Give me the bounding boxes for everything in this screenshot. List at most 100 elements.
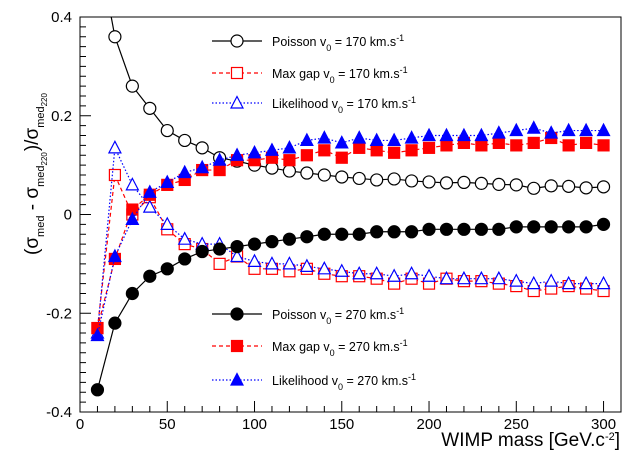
y-tick-label: 0 — [64, 207, 72, 224]
data-point — [107, 140, 122, 154]
data-point — [492, 177, 506, 191]
legend-marker — [230, 34, 244, 48]
data-point — [422, 222, 436, 236]
data-point — [212, 152, 227, 166]
data-point — [579, 136, 593, 150]
data-point — [195, 244, 209, 259]
data-point — [456, 270, 471, 285]
x-tick-label: 300 — [591, 416, 616, 433]
data-point — [300, 149, 313, 162]
data-point — [90, 327, 105, 342]
data-point — [142, 199, 157, 213]
data-point — [282, 256, 297, 270]
data-point — [456, 127, 471, 142]
data-point — [125, 177, 140, 191]
data-point — [404, 225, 419, 239]
data-point — [509, 178, 523, 192]
data-point — [318, 144, 331, 157]
series-line — [96, 137, 604, 329]
data-point — [388, 146, 401, 159]
data-point — [422, 175, 436, 189]
series-layer — [90, 17, 611, 397]
data-point — [439, 176, 454, 190]
data-point — [492, 136, 505, 150]
data-point — [265, 235, 279, 249]
data-point — [264, 256, 279, 270]
data-point — [457, 175, 471, 190]
data-point — [597, 139, 610, 152]
data-point — [509, 220, 523, 234]
data-point — [108, 168, 122, 182]
data-point — [213, 163, 226, 177]
data-point — [475, 139, 488, 152]
legend-label: Likelihood v0 = 270 km.s-1 — [272, 372, 416, 392]
data-point — [299, 132, 314, 147]
data-point — [282, 232, 297, 246]
data-point — [335, 151, 348, 164]
legend-entry: Max gap v0 = 270 km.s-1 — [212, 338, 408, 358]
data-point — [370, 144, 383, 157]
data-point — [404, 265, 419, 280]
data-point — [596, 122, 611, 137]
data-point — [317, 227, 331, 241]
data-point — [335, 170, 349, 184]
data-point — [352, 171, 366, 186]
data-point — [579, 220, 593, 234]
data-point — [282, 140, 297, 154]
data-point — [579, 275, 594, 290]
data-point — [527, 220, 541, 234]
data-point — [125, 286, 139, 301]
legend-label: Poisson v0 = 170 km.s-1 — [272, 33, 404, 53]
y-tick-label: 0.4 — [51, 9, 72, 26]
data-point — [213, 242, 227, 256]
data-point — [387, 225, 401, 239]
data-point — [283, 154, 296, 167]
data-point — [125, 79, 139, 93]
data-point — [510, 139, 523, 152]
data-point — [491, 125, 506, 139]
legend-entry: Max gap v0 = 170 km.s-1 — [212, 65, 408, 85]
x-tick-label: 150 — [329, 416, 354, 433]
data-point — [474, 270, 489, 285]
data-point — [474, 127, 489, 142]
data-point — [596, 180, 611, 194]
data-point — [474, 176, 488, 190]
data-point — [404, 174, 419, 188]
data-point — [334, 263, 349, 277]
y-tick-label: -0.4 — [46, 404, 72, 421]
data-point — [527, 181, 541, 195]
legend-label: Max gap v0 = 270 km.s-1 — [272, 338, 408, 358]
data-point — [440, 139, 453, 152]
y-tick-label: 0.2 — [51, 108, 72, 125]
data-point — [544, 220, 558, 234]
legend-entry: Likelihood v0 = 270 km.s-1 — [212, 372, 416, 392]
data-point — [247, 237, 262, 251]
data-point — [265, 161, 279, 175]
data-point — [544, 179, 558, 193]
data-point — [282, 164, 297, 178]
axis-tick-labels: 0 50 100 150 200 250 300 -0.4 -0.2 0 0.2 0.4 — [46, 9, 616, 433]
x-tick-label: 250 — [504, 416, 529, 433]
data-point — [247, 253, 262, 268]
data-point — [492, 222, 506, 236]
data-point — [370, 225, 384, 239]
data-point — [107, 248, 122, 263]
data-point — [562, 220, 576, 234]
data-point — [439, 127, 454, 142]
data-point — [579, 181, 593, 195]
data-point — [352, 265, 367, 280]
data-point — [387, 268, 402, 282]
data-point — [387, 132, 402, 147]
data-point — [596, 275, 611, 290]
data-point — [300, 166, 314, 180]
x-axis-title: WIMP mass [GeV.c-2] — [441, 430, 620, 451]
data-point — [439, 270, 454, 285]
data-point — [230, 147, 245, 161]
legend-marker — [230, 372, 244, 386]
data-point — [474, 222, 488, 236]
series-line — [110, 17, 604, 189]
legend-entry: Poisson v0 = 270 km.s-1 — [212, 306, 404, 326]
data-point — [195, 141, 209, 155]
y-tick-label: -0.2 — [46, 305, 72, 322]
